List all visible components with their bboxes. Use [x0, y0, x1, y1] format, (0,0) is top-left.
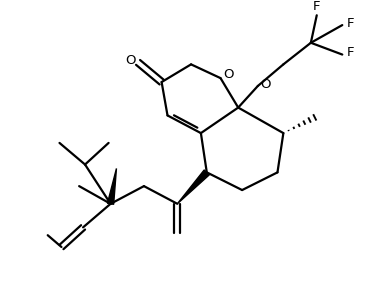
Text: F: F: [347, 46, 355, 59]
Text: F: F: [347, 17, 355, 30]
Text: O: O: [223, 68, 234, 81]
Text: O: O: [125, 54, 135, 67]
Polygon shape: [177, 170, 209, 204]
Polygon shape: [108, 168, 117, 204]
Text: O: O: [261, 78, 271, 91]
Text: F: F: [313, 0, 321, 13]
